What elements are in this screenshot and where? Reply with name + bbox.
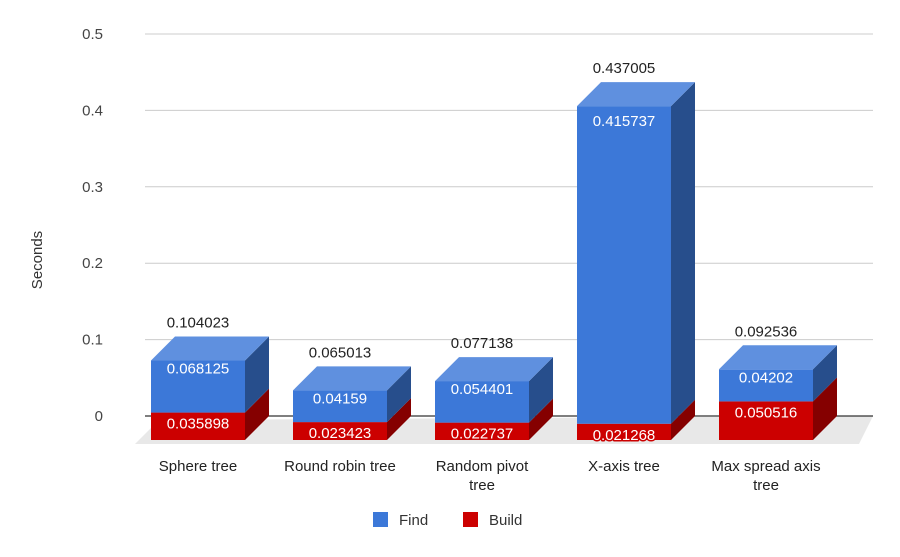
- x-category-label: Max spread axis: [711, 458, 820, 475]
- y-tick-label: 0.5: [82, 26, 103, 43]
- build-legend-swatch: [463, 512, 478, 527]
- build-value-label: 0.022737: [451, 426, 514, 443]
- build-value-label: 0.035898: [167, 416, 230, 433]
- y-tick-label: 0.3: [82, 179, 103, 196]
- build-bar-side: [245, 388, 269, 440]
- find-bar-side: [529, 357, 553, 423]
- find-legend-swatch: [373, 512, 388, 527]
- build-value-label: 0.023423: [309, 425, 372, 442]
- find-bar: [293, 390, 387, 423]
- find-bar-side: [671, 82, 695, 424]
- total-value-label: 0.092536: [735, 323, 798, 340]
- x-category-label: tree: [753, 477, 779, 494]
- bar-group: 0.050516 0.04202 0.092536: [719, 323, 837, 440]
- find-value-label: 0.068125: [167, 361, 230, 378]
- build-bar-side: [387, 398, 411, 440]
- y-tick-label: 0.4: [82, 102, 103, 119]
- find-bar-top: [435, 357, 553, 382]
- build-value-label: 0.050516: [735, 404, 798, 421]
- build-bar: [577, 423, 671, 440]
- y-tick-label: 0: [95, 408, 103, 425]
- build-bar: [293, 422, 387, 440]
- build-bar: [151, 412, 245, 440]
- find-legend-label: Find: [399, 512, 428, 529]
- find-bar-top: [719, 345, 837, 370]
- x-category-label: tree: [469, 477, 495, 494]
- y-axis-label: Seconds: [29, 231, 46, 289]
- find-bar: [435, 381, 529, 423]
- total-value-label: 0.104023: [167, 315, 230, 332]
- build-value-label: 0.021268: [593, 427, 656, 444]
- bar-group: 0.022737 0.054401 0.077138: [435, 335, 553, 444]
- x-category-label: Sphere tree: [159, 458, 237, 475]
- x-category-label: Round robin tree: [284, 458, 396, 475]
- total-value-label: 0.077138: [451, 335, 514, 352]
- total-value-label: 0.065013: [309, 344, 372, 361]
- find-value-label: 0.054401: [451, 381, 514, 398]
- find-bar-side: [245, 336, 269, 413]
- x-category-label: Random pivot: [436, 458, 529, 475]
- find-bar: [577, 106, 671, 424]
- find-bar-side: [813, 345, 837, 402]
- find-bar: [151, 360, 245, 413]
- build-bar: [435, 422, 529, 440]
- find-bar: [719, 369, 813, 402]
- build-legend-label: Build: [489, 512, 522, 529]
- total-value-label: 0.437005: [593, 60, 656, 77]
- y-tick-label: 0.1: [82, 332, 103, 349]
- bar-group: 0.023423 0.04159 0.065013: [293, 344, 411, 444]
- legend: Find Build: [373, 512, 522, 529]
- bar-group: 0.021268 0.415737 0.437005: [577, 60, 695, 445]
- bar-group: 0.035898 0.068125 0.104023: [151, 315, 269, 440]
- find-bar-side: [387, 366, 411, 423]
- axes: 0 0.1 0.2 0.3 0.4 0.5 Sphere tree Round robin t…: [82, 26, 820, 494]
- build-bar-side: [813, 377, 837, 440]
- find-bar-top: [293, 366, 411, 391]
- build-bar-side: [529, 398, 553, 440]
- find-value-label: 0.04202: [739, 369, 793, 386]
- build-bar: [719, 401, 813, 440]
- find-value-label: 0.04159: [313, 390, 367, 407]
- find-bar-top: [577, 82, 695, 107]
- y-tick-label: 0.2: [82, 255, 103, 272]
- build-bar-side: [671, 399, 695, 440]
- find-value-label: 0.415737: [593, 113, 656, 130]
- x-category-label: X-axis tree: [588, 458, 660, 475]
- find-bar-top: [151, 336, 269, 361]
- bars: 0.0358980.0681250.1040230.0234230.041590…: [151, 60, 837, 445]
